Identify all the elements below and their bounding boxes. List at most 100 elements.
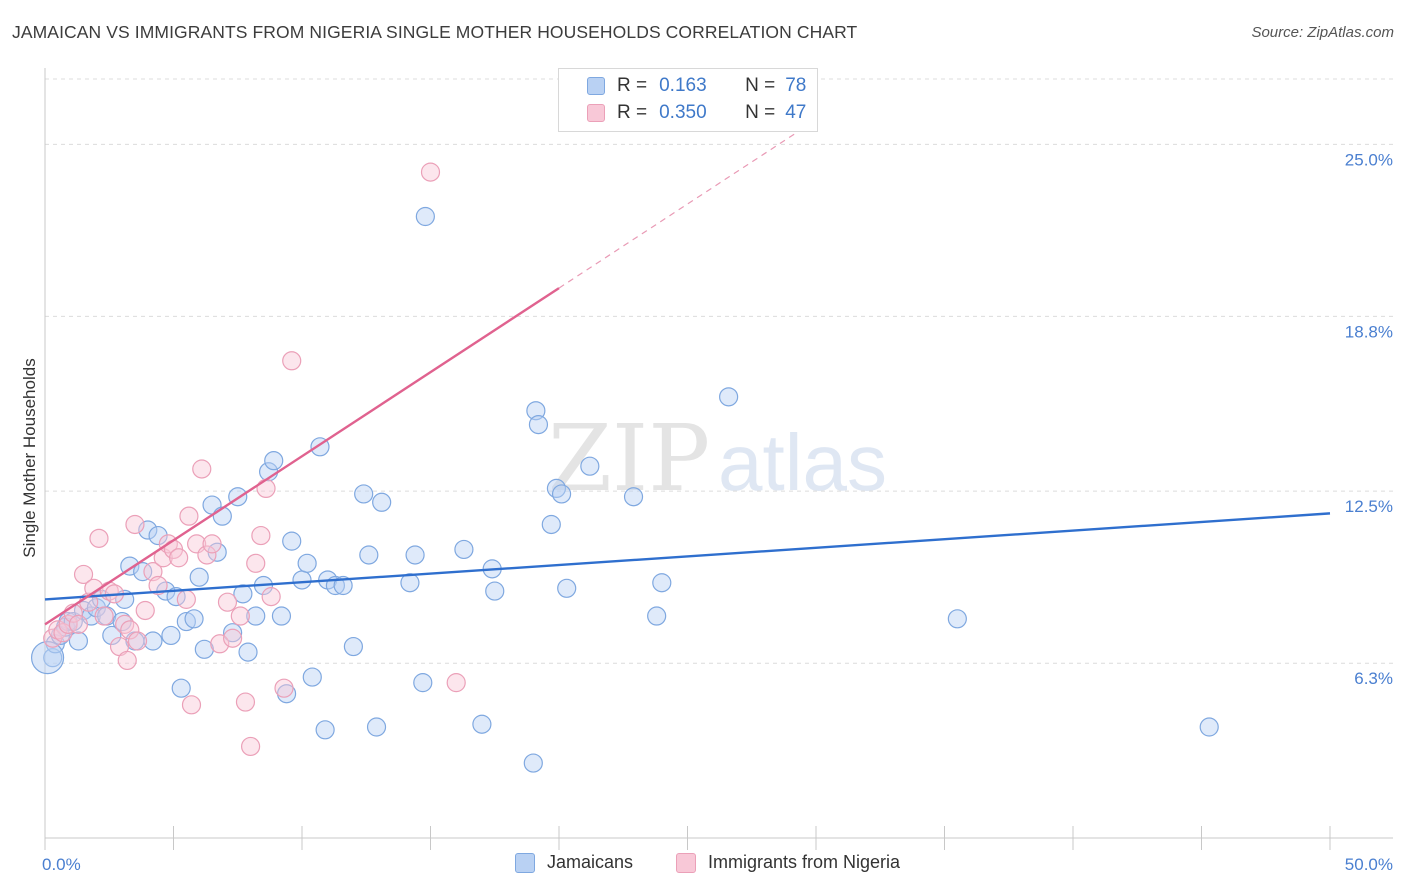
nigeria-point	[197, 545, 217, 565]
jamaican-point	[264, 451, 284, 471]
nigeria-point	[120, 620, 140, 640]
nigeria-point	[251, 525, 271, 546]
jamaican-point	[359, 545, 379, 565]
nigeria-point	[446, 673, 466, 693]
jamaican-point	[246, 606, 266, 626]
nigeria-point	[68, 614, 89, 634]
jamaican-point	[528, 414, 549, 435]
y-tick-label: 12.5%	[1345, 497, 1393, 516]
nigeria-point	[246, 553, 266, 573]
trend-lines	[44, 121, 1331, 626]
jamaican-point	[719, 387, 739, 407]
nigeria-point	[125, 514, 145, 535]
legend-n-value-nigeria: 47	[785, 102, 807, 123]
jamaican-point	[551, 484, 572, 504]
nigeria-point	[115, 614, 135, 634]
y-axis-label: Single Mother Households	[20, 358, 39, 557]
nigeria-point	[230, 606, 250, 626]
jamaican-point	[372, 492, 392, 512]
nigeria-point	[223, 628, 243, 648]
jamaican-point	[271, 606, 292, 626]
jamaican-point	[400, 573, 420, 593]
jamaican-point	[415, 206, 435, 227]
jamaican-point	[485, 581, 505, 601]
correlation-legend: R = 0.163 N = 78 R = 0.350 N = 47	[558, 68, 818, 132]
jamaican-point	[302, 667, 322, 687]
nigeria-point	[217, 592, 238, 612]
legend-r-label: R =	[617, 102, 648, 123]
jamaican-point	[454, 539, 474, 560]
jamaican-point	[233, 584, 253, 604]
jamaican-point	[647, 606, 667, 626]
jamaican-point	[161, 625, 181, 646]
chart-title: JAMAICAN VS IMMIGRANTS FROM NIGERIA SING…	[12, 22, 858, 42]
jamaican-point	[176, 611, 196, 632]
tick-labels: 6.3% 12.5% 18.8% 25.0% 0.0% 50.0%	[42, 150, 1393, 874]
jamaican-point	[238, 642, 258, 662]
legend-n-label: N =	[745, 75, 776, 96]
nigeria-point	[274, 678, 294, 698]
nigeria-point	[58, 614, 78, 634]
nigeria-point	[148, 575, 168, 596]
nigeria-point	[135, 600, 155, 621]
jamaican-point	[102, 625, 122, 646]
nigeria-point	[94, 606, 114, 626]
nigeria-point	[48, 620, 68, 640]
watermark-atlas: atlas	[718, 418, 887, 507]
legend-r-label: R =	[617, 75, 648, 96]
jamaican-point	[557, 578, 577, 598]
x-tick-label-min: 0.0%	[42, 855, 81, 874]
jamaican-point	[315, 720, 335, 740]
series-legend: Jamaicans Immigrants from Nigeria	[0, 852, 1406, 876]
jamaican-point	[623, 487, 644, 507]
nigeria-points	[43, 162, 466, 757]
source-label: Source: ZipAtlas.com	[1251, 24, 1394, 41]
jamaican-point	[292, 570, 312, 590]
nigeria-point	[127, 631, 148, 651]
legend-n-value-jamaicans: 78	[785, 75, 807, 96]
legend-item-jamaicans: Jamaicans	[515, 852, 633, 873]
legend-swatch-jamaicans	[515, 852, 535, 873]
jamaican-point	[947, 609, 967, 629]
jamaican-point	[523, 753, 543, 773]
watermark: ZIP atlas	[548, 405, 887, 512]
jamaican-point	[171, 678, 191, 698]
jamaican-point	[1199, 717, 1219, 737]
jamaican-point	[652, 573, 672, 593]
nigeria-point	[420, 162, 441, 182]
gridlines	[45, 78, 1393, 664]
trend-line-nigeria-extension	[558, 121, 813, 289]
legend-label-nigeria: Immigrants from Nigeria	[708, 852, 901, 872]
jamaican-point	[212, 506, 232, 526]
y-tick-label: 6.3%	[1354, 669, 1393, 688]
jamaican-point	[546, 478, 567, 499]
jamaican-point	[541, 514, 561, 535]
jamaican-point	[189, 567, 209, 587]
jamaican-point-cluster	[30, 641, 65, 675]
nigeria-point	[117, 650, 137, 671]
legend-swatch-nigeria	[676, 852, 696, 873]
jamaican-point	[354, 484, 374, 504]
trend-line-nigeria	[44, 287, 560, 626]
jamaican-point	[333, 575, 353, 596]
nigeria-point	[282, 351, 302, 371]
y-tick-label: 25.0%	[1345, 150, 1393, 169]
jamaican-point	[343, 636, 363, 657]
legend-r-value-nigeria: 0.350	[659, 102, 707, 123]
axes	[44, 68, 1393, 850]
nigeria-point	[256, 478, 276, 499]
jamaican-point	[580, 456, 600, 476]
watermark-zip: ZIP	[548, 405, 710, 512]
nigeria-point	[235, 692, 256, 712]
jamaican-point	[282, 531, 302, 551]
jamaican-point	[184, 609, 204, 629]
legend-r-value-jamaicans: 0.163	[659, 75, 707, 96]
jamaicans-points	[30, 206, 1219, 773]
nigeria-point	[73, 564, 94, 585]
nigeria-point	[179, 506, 199, 526]
nigeria-point	[241, 736, 261, 757]
jamaican-point	[133, 562, 153, 582]
x-tick-label-max: 50.0%	[1345, 855, 1393, 874]
jamaican-point	[472, 714, 492, 734]
